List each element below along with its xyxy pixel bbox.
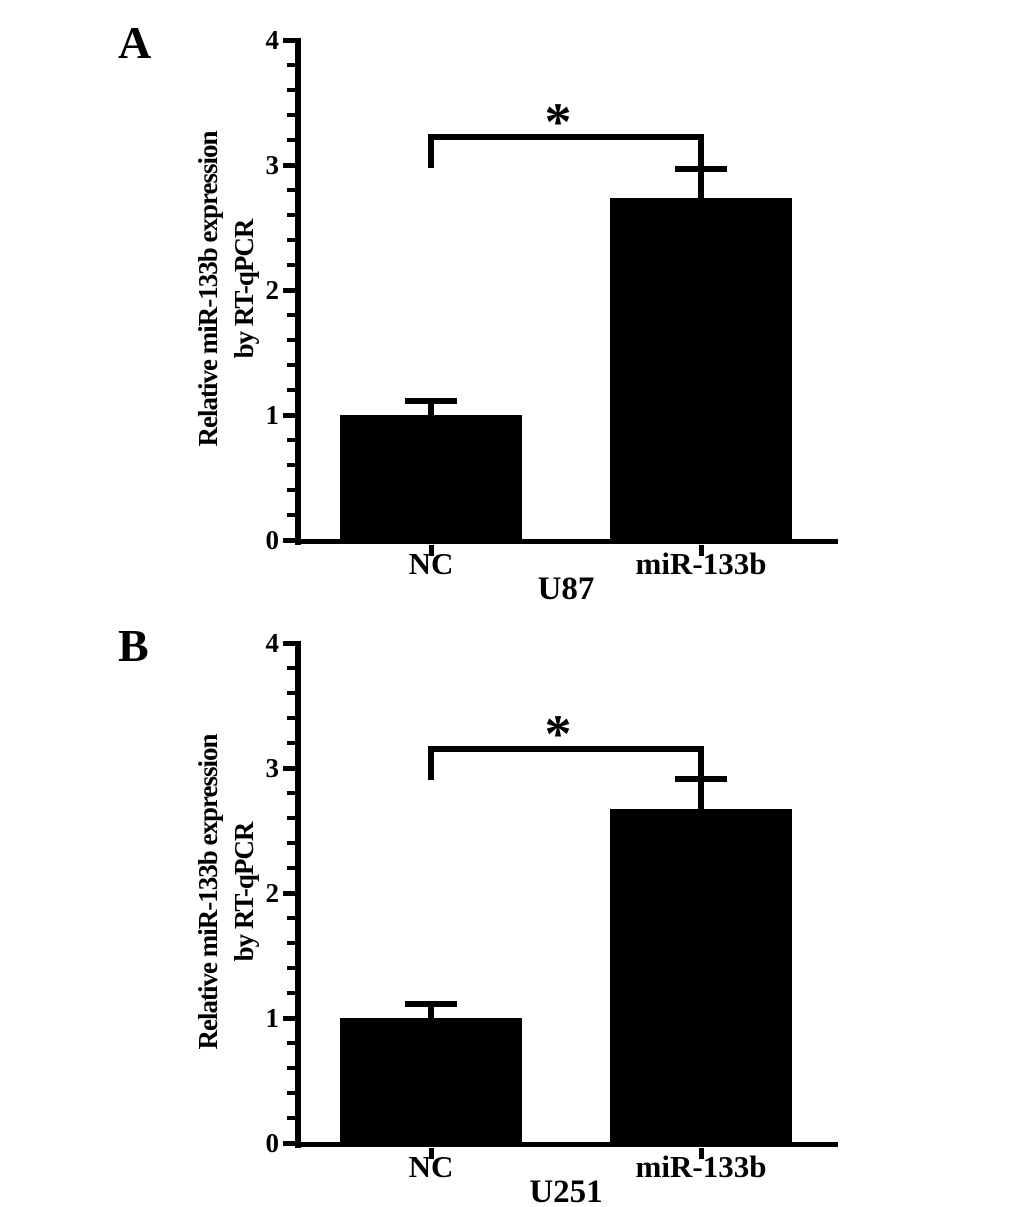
y-minor-tick (287, 263, 295, 267)
y-major-tick (283, 890, 295, 896)
category-label-mir-133b: miR-133b (635, 1149, 767, 1184)
y-minor-tick (287, 741, 295, 745)
y-minor-tick (287, 866, 295, 870)
y-major-tick (283, 1140, 295, 1146)
significance-star: * (544, 703, 572, 764)
x-axis-line (295, 1142, 838, 1147)
y-minor-tick (287, 488, 295, 492)
y-tick-label: 1 (265, 400, 280, 430)
y-major-tick (283, 162, 295, 168)
significance-star: * (544, 91, 572, 152)
category-label-nc: NC (408, 1149, 454, 1184)
y-minor-tick (287, 1116, 295, 1120)
y-minor-tick (287, 716, 295, 720)
y-axis-line (295, 641, 301, 1148)
y-minor-tick (287, 513, 295, 517)
y-tick-label: 2 (265, 275, 280, 305)
y-tick-label: 1 (265, 1003, 280, 1033)
y-minor-tick (287, 1091, 295, 1095)
y-minor-tick (287, 691, 295, 695)
bar-nc (340, 1018, 522, 1143)
panel-letter: A (118, 17, 152, 68)
x-axis-tick (429, 1148, 434, 1159)
y-minor-tick (287, 438, 295, 442)
y-major-tick (283, 287, 295, 293)
y-minor-tick (287, 1066, 295, 1070)
y-major-tick (283, 765, 295, 771)
y-minor-tick (287, 966, 295, 970)
y-minor-tick (287, 188, 295, 192)
significance-bracket (428, 133, 704, 168)
y-minor-tick (287, 463, 295, 467)
y-minor-tick (287, 113, 295, 117)
y-minor-tick (287, 338, 295, 342)
significance-bracket (428, 745, 704, 780)
y-tick-label: 4 (265, 25, 280, 55)
x-axis-tick (429, 545, 434, 556)
y-minor-tick (287, 388, 295, 392)
error-bar-stem (698, 168, 704, 201)
error-bar-cap (405, 398, 457, 405)
error-bar-stem (428, 401, 434, 418)
y-minor-tick (287, 841, 295, 845)
y-major-tick (283, 412, 295, 418)
bar-mir-133b (610, 809, 792, 1143)
panel-letter: B (118, 620, 149, 671)
y-tick-label: 4 (265, 628, 280, 658)
y-tick-label: 3 (265, 753, 280, 783)
y-axis-line (295, 38, 301, 545)
x-axis-tick (699, 545, 704, 556)
y-minor-tick (287, 63, 295, 67)
y-minor-tick (287, 916, 295, 920)
y-minor-tick (287, 1041, 295, 1045)
category-label-mir-133b: miR-133b (635, 546, 767, 581)
y-major-tick (283, 37, 295, 43)
y-major-tick (283, 537, 295, 543)
error-bar-cap (405, 1001, 457, 1008)
y-major-tick (283, 1015, 295, 1021)
panel-b: B Relative miR-133b expression by RT-qPC… (0, 603, 1033, 1207)
y-minor-tick (287, 816, 295, 820)
y-minor-tick (287, 363, 295, 367)
x-axis-line (295, 539, 838, 544)
x-axis-title: U251 (529, 1174, 603, 1207)
y-tick-label: 0 (265, 1128, 280, 1158)
y-minor-tick (287, 213, 295, 217)
y-minor-tick (287, 991, 295, 995)
bar-mir-133b (610, 197, 792, 540)
y-minor-tick (287, 88, 295, 92)
error-bar-stem (428, 1004, 434, 1021)
y-tick-label: 3 (265, 150, 280, 180)
x-axis-tick (699, 1148, 704, 1159)
error-bar-cap (675, 165, 727, 172)
y-minor-tick (287, 313, 295, 317)
y-minor-tick (287, 941, 295, 945)
panel-a: A Relative miR-133b expression by RT-qPC… (118, 17, 838, 607)
category-label-nc: NC (408, 546, 454, 581)
y-minor-tick (287, 238, 295, 242)
y-tick-label: 0 (265, 525, 280, 555)
y-minor-tick (287, 791, 295, 795)
x-axis-title: U87 (537, 571, 595, 607)
y-tick-label: 2 (265, 878, 280, 908)
y-major-tick (283, 640, 295, 646)
y-minor-tick (287, 666, 295, 670)
y-minor-tick (287, 138, 295, 142)
error-bar-stem (698, 779, 704, 813)
bar-nc (340, 415, 522, 540)
